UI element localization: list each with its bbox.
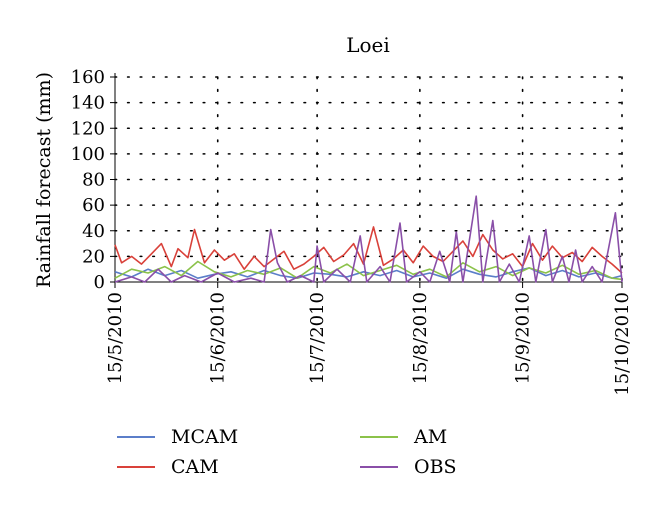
x-tick-label: 15/8/2010 bbox=[410, 292, 431, 384]
y-tick-label: 120 bbox=[71, 118, 105, 139]
y-tick-label: 60 bbox=[82, 195, 105, 216]
y-tick-label: 160 bbox=[71, 67, 105, 88]
axes bbox=[114, 73, 622, 283]
y-tick-label: 0 bbox=[94, 272, 105, 293]
x-tick-label: 15/6/2010 bbox=[208, 292, 229, 384]
y-tick-label: 20 bbox=[82, 246, 105, 267]
plot-area bbox=[114, 195, 623, 283]
grid bbox=[114, 76, 623, 283]
x-tick-label: 15/7/2010 bbox=[307, 292, 328, 384]
x-tick-label: 15/9/2010 bbox=[513, 292, 534, 384]
chart-title: Loei bbox=[346, 33, 390, 57]
x-axis-ticks: 15/5/2010 15/6/2010 15/7/2010 15/8/2010 15/9… bbox=[105, 282, 633, 396]
series-line-am bbox=[114, 260, 623, 281]
x-tick-label: 15/5/2010 bbox=[105, 292, 126, 384]
y-axis-ticks: 0 20 40 60 80 100 120 140 160 bbox=[71, 67, 115, 293]
y-tick-label: 140 bbox=[71, 93, 105, 114]
y-axis-label: Rainfall forecast (mm) bbox=[33, 72, 55, 288]
x-tick-label: 15/10/2010 bbox=[612, 292, 633, 396]
y-tick-label: 40 bbox=[82, 221, 105, 242]
y-tick-label: 100 bbox=[71, 144, 105, 165]
y-tick-label: 80 bbox=[82, 170, 105, 191]
series-line-obs bbox=[114, 195, 623, 283]
